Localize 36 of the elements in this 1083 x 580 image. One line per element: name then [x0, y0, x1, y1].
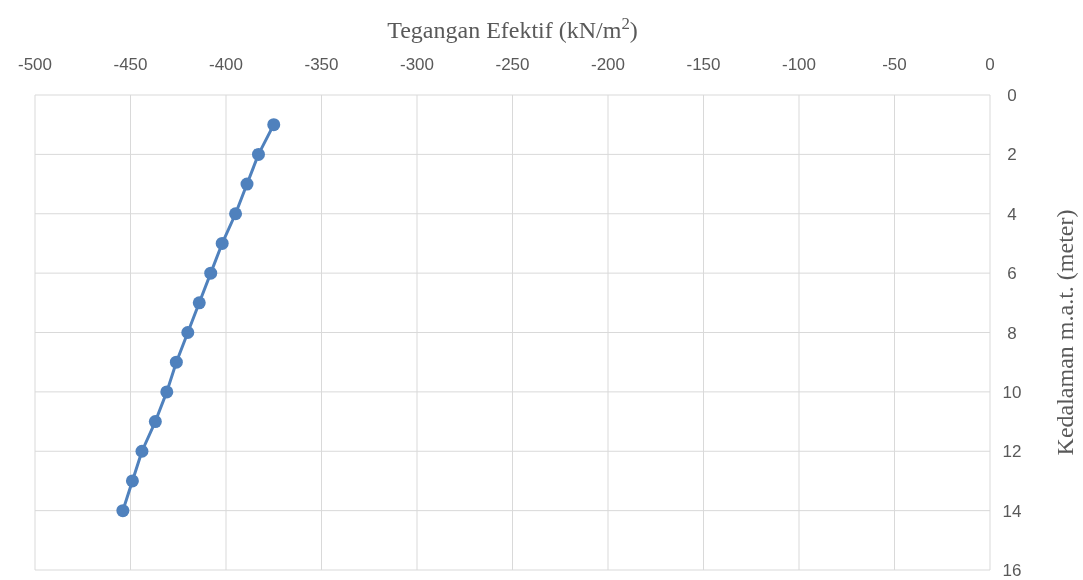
y-tick-label: 6 — [1007, 264, 1017, 284]
y-tick-label: 14 — [1002, 501, 1022, 521]
point — [251, 147, 265, 161]
y-tick-label: 12 — [1002, 442, 1022, 462]
point — [204, 266, 218, 280]
point — [267, 118, 281, 132]
y-tick-label: 0 — [1007, 86, 1017, 105]
x-tick-label: -500 — [17, 55, 53, 74]
y-tick-label: 4 — [1007, 204, 1017, 224]
x-tick-label: 0 — [985, 55, 995, 74]
x-tick-label: -200 — [590, 55, 626, 74]
y-tick-label: 8 — [1007, 323, 1017, 343]
point — [181, 326, 195, 339]
x-tick-label: -350 — [304, 55, 339, 74]
x-tick-label: -400 — [208, 55, 244, 74]
x-tick-label: -300 — [399, 55, 435, 74]
point — [160, 385, 174, 399]
point — [192, 296, 206, 310]
x-axis-title: Tegangan Efektif (kN/m$^{2}$) — [387, 13, 638, 43]
point — [229, 207, 243, 221]
x-tick-label: -450 — [113, 55, 148, 74]
y-tick-label: 10 — [1002, 382, 1022, 402]
x-tick-label: -50 — [882, 55, 907, 74]
point — [135, 444, 149, 458]
y-tick-label: 2 — [1007, 145, 1017, 165]
x-tick-label: -150 — [686, 55, 721, 74]
point — [148, 415, 162, 429]
y-tick-label: 16 — [1002, 561, 1022, 580]
point — [240, 177, 254, 191]
point — [125, 474, 139, 488]
point — [116, 504, 130, 518]
x-tick-label: -100 — [781, 55, 817, 74]
point — [215, 236, 229, 250]
point — [169, 355, 183, 369]
y-axis-title: Kedalaman m.a.t. (meter) — [1052, 209, 1078, 456]
x-tick-label: -250 — [495, 55, 530, 74]
